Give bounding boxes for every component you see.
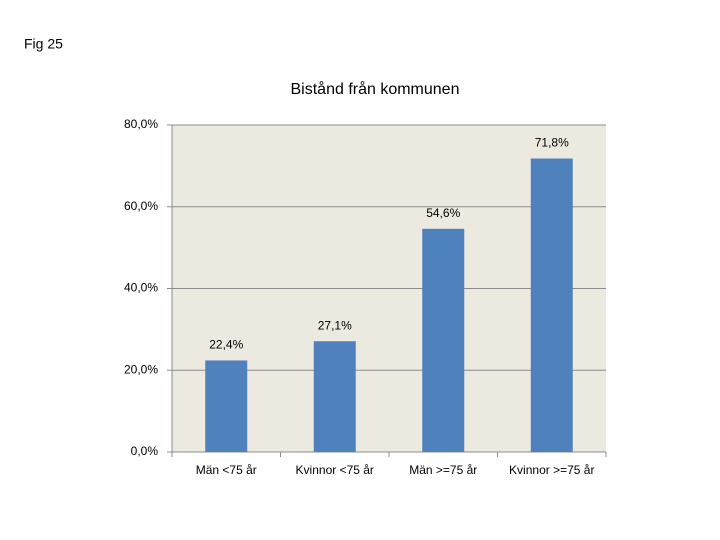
value-label: 54,6% [426,206,460,220]
figure-label: Fig 25 [24,36,63,52]
x-tick-label: Män >=75 år [409,463,477,477]
y-tick-label: 40,0% [124,281,158,295]
value-label: 22,4% [209,338,243,352]
x-tick-label: Kvinnor <75 år [296,463,374,477]
y-tick-label: 20,0% [124,362,158,376]
value-label: 27,1% [318,318,352,332]
y-tick-label: 0,0% [131,444,159,458]
x-tick-label: Kvinnor >=75 år [509,463,594,477]
value-label: 71,8% [535,136,569,150]
x-tick-label: Män <75 år [196,463,257,477]
bar [205,360,248,452]
y-tick-label: 80,0% [124,117,158,131]
chart-title: Bistånd från kommunen [291,80,460,98]
bar [422,228,465,452]
bar [313,341,356,452]
y-tick-label: 60,0% [124,199,158,213]
bar [530,158,573,452]
